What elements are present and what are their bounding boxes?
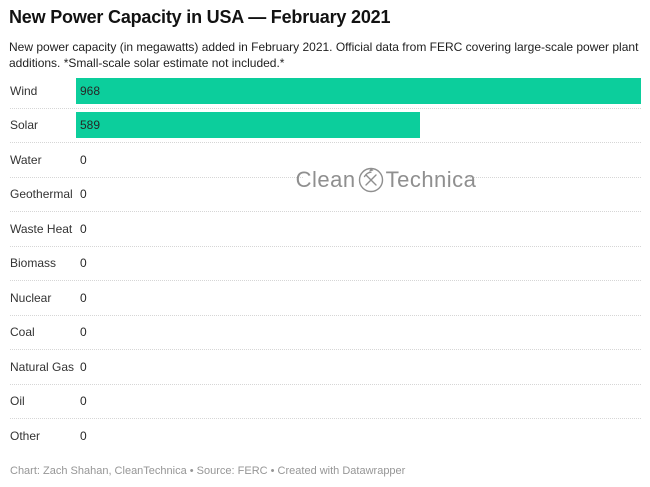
category-label: Geothermal — [10, 187, 73, 202]
bar-track: 0 — [76, 319, 641, 345]
chart-row: Natural Gas 0 — [10, 350, 641, 385]
bar-track: 0 — [76, 354, 641, 380]
category-label: Biomass — [10, 256, 57, 271]
value-label: 0 — [80, 221, 87, 236]
bar-track: 0 — [76, 181, 641, 207]
value-label: 0 — [80, 394, 87, 409]
value-label: 0 — [80, 429, 87, 444]
bar — [76, 112, 420, 139]
category-label: Waste Heat — [10, 221, 73, 236]
value-label: 589 — [80, 118, 101, 133]
category-label: Other — [10, 429, 41, 444]
bar-track: 0 — [76, 216, 641, 242]
category-label: Oil — [10, 394, 25, 409]
chart-row: Nuclear 0 — [10, 281, 641, 316]
bar-track: 0 — [76, 423, 641, 449]
chart-row: Geothermal 0 — [10, 178, 641, 212]
category-label: Solar — [10, 118, 39, 133]
value-label: 968 — [80, 83, 101, 98]
chart-byline: Chart: Zach Shahan, CleanTechnica • Sour… — [10, 465, 406, 477]
category-label: Coal — [10, 325, 35, 340]
chart-row: Oil 0 — [10, 385, 641, 419]
bar — [76, 77, 641, 104]
chart-row: Coal 0 — [10, 316, 641, 350]
value-label: 0 — [80, 290, 87, 305]
cleantechnica-watermark: Clean Technica — [296, 163, 476, 196]
chart-row: Biomass 0 — [10, 247, 641, 281]
bar-track: 968 — [76, 77, 641, 104]
bar-track: 0 — [76, 250, 641, 276]
value-label: 0 — [80, 325, 87, 340]
category-label: Nuclear — [10, 290, 52, 305]
chart-row: Waste Heat 0 — [10, 212, 641, 247]
bar-track: 0 — [76, 388, 641, 414]
category-label: Wind — [10, 83, 38, 98]
chart-row: Solar 589 — [10, 109, 641, 143]
watermark-text-left: Clean — [295, 166, 356, 192]
chart-subtitle: New power capacity (in megawatts) added … — [9, 40, 639, 70]
hammer-pick-circle-icon — [356, 166, 386, 194]
category-label: Natural Gas — [10, 359, 75, 374]
chart-row: Other 0 — [10, 419, 641, 454]
chart-row: Wind 968 — [10, 74, 641, 109]
bar-track: 0 — [76, 285, 641, 311]
bar-chart: Wind 968 Solar 589 Water 0 Geothermal 0 Waste He… — [0, 74, 650, 454]
bar-track: 589 — [76, 112, 641, 139]
value-label: 0 — [80, 256, 87, 271]
value-label: 0 — [80, 187, 87, 202]
page-title: New Power Capacity in USA — February 202… — [9, 7, 391, 27]
category-label: Water — [10, 152, 42, 167]
value-label: 0 — [80, 152, 87, 167]
value-label: 0 — [80, 359, 87, 374]
watermark-text-right: Technica — [385, 166, 477, 192]
bar-track: 0 — [76, 147, 641, 173]
